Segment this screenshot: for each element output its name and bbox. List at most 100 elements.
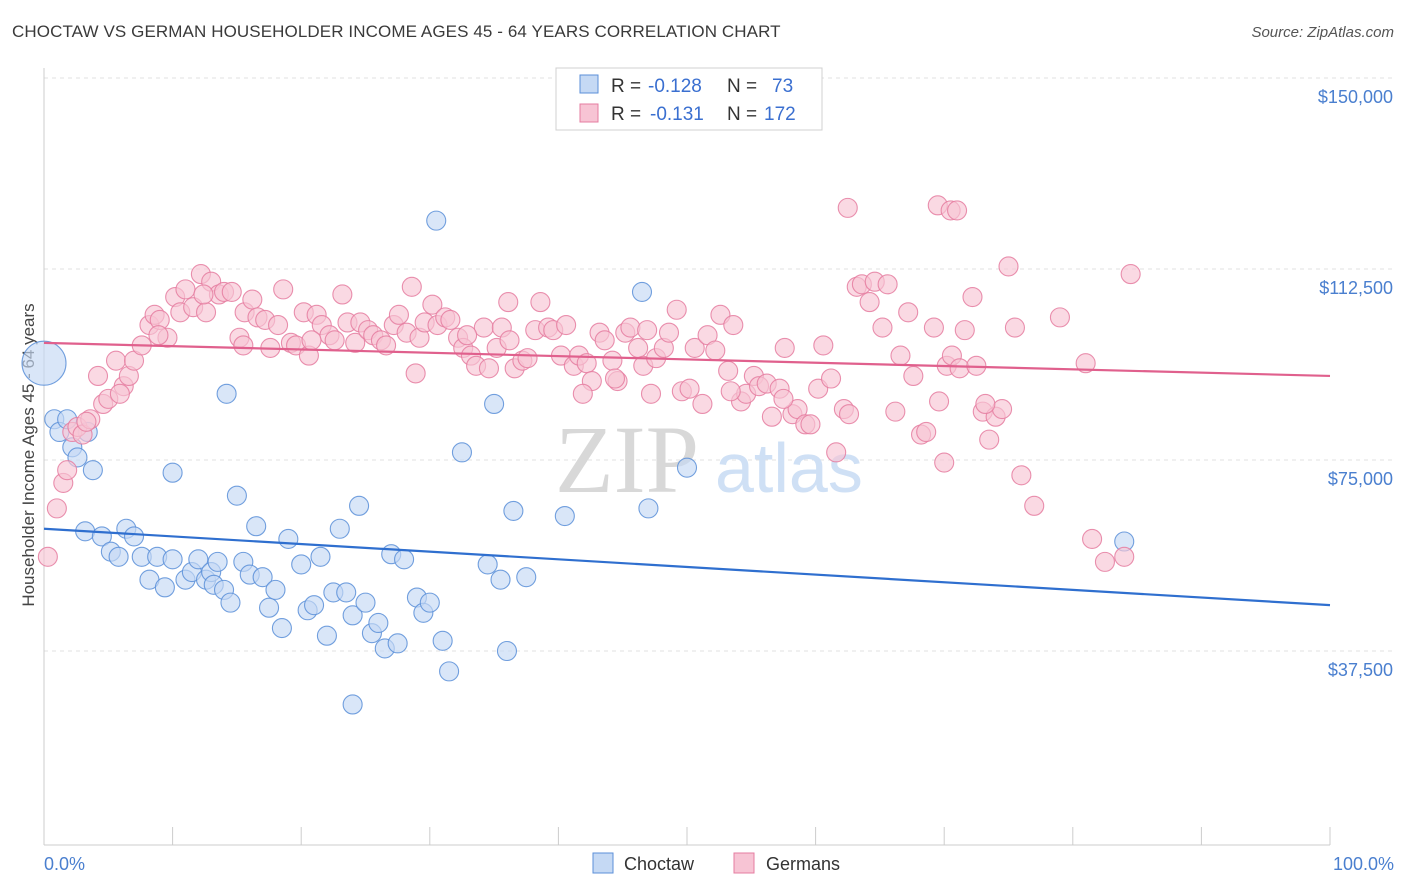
point-germans-115 — [774, 337, 795, 358]
point-germans-88 — [602, 350, 623, 371]
point-germans-175 — [109, 383, 130, 404]
legend-n-value-0: 73 — [772, 76, 793, 97]
point-germans-36 — [268, 314, 289, 336]
point-germans-153 — [1049, 307, 1070, 328]
point-germans-146 — [979, 429, 1000, 450]
point-choctaw-25 — [207, 551, 228, 572]
y-tick-label-1: $112,500 — [1319, 278, 1393, 298]
point-germans-177 — [233, 335, 254, 356]
series-germans — [37, 195, 1141, 572]
point-choctaw-49 — [355, 592, 376, 613]
point-germans-134 — [898, 302, 919, 323]
legend-r-label-0: R = — [611, 76, 641, 97]
point-choctaw-58 — [419, 592, 440, 613]
point-germans-132 — [885, 401, 906, 422]
point-germans-123 — [826, 442, 847, 463]
point-germans-3 — [57, 460, 78, 481]
y-tick-label-0: $150,000 — [1318, 87, 1393, 107]
point-germans-91 — [620, 317, 641, 338]
point-choctaw-60 — [439, 661, 460, 682]
legend-r-value-0: -0.128 — [648, 76, 702, 97]
point-germans-171 — [457, 325, 478, 346]
point-germans-139 — [929, 391, 950, 412]
point-germans-37 — [273, 279, 294, 300]
trend-line-germans — [43, 341, 1331, 378]
point-choctaw-37 — [271, 618, 292, 639]
point-germans-131 — [877, 274, 898, 295]
point-choctaw-65 — [503, 500, 524, 521]
point-germans-149 — [998, 256, 1019, 277]
y-tick-label-2: $75,000 — [1328, 469, 1393, 489]
point-germans-133 — [890, 345, 911, 366]
point-choctaw-74 — [426, 210, 447, 231]
point-choctaw-45 — [329, 518, 350, 539]
point-germans-119 — [800, 414, 821, 435]
bottom-legend-label-germans: Germans — [766, 854, 840, 874]
point-germans-176 — [76, 411, 97, 432]
point-choctaw-17 — [154, 577, 175, 598]
point-choctaw-34 — [252, 567, 273, 588]
point-germans-81 — [556, 314, 577, 336]
point-choctaw-19 — [162, 462, 183, 483]
point-choctaw-66 — [516, 567, 537, 588]
point-germans-46 — [332, 284, 353, 305]
point-germans-166 — [773, 388, 794, 409]
trend-line-choctaw — [43, 527, 1331, 607]
point-germans-1 — [46, 498, 67, 519]
point-germans-121 — [813, 335, 834, 356]
point-germans-60 — [422, 294, 443, 315]
point-germans-178 — [405, 363, 426, 384]
point-germans-173 — [193, 284, 214, 305]
watermark-atlas: atlas — [715, 429, 863, 507]
point-germans-167 — [720, 381, 741, 402]
point-germans-144 — [962, 286, 983, 308]
point-choctaw-61 — [451, 442, 473, 463]
legend-r-label-1: R = — [611, 104, 641, 125]
point-choctaw-47 — [342, 605, 363, 626]
point-germans-57 — [401, 276, 422, 297]
point-germans-94 — [640, 383, 662, 404]
point-germans-162 — [837, 197, 858, 218]
legend-swatch-choctaw — [579, 74, 599, 94]
point-choctaw-38 — [278, 528, 299, 549]
bottom-legend-swatch-choctaw — [592, 852, 614, 874]
bottom-legend-swatch-germans — [733, 852, 755, 874]
point-choctaw-69 — [638, 498, 659, 519]
point-choctaw-41 — [304, 595, 325, 616]
watermark: ZIP atlas — [555, 406, 863, 513]
point-germans-143 — [954, 320, 975, 341]
point-germans-63 — [440, 309, 461, 330]
point-germans-32 — [242, 289, 263, 310]
point-germans-154 — [1075, 353, 1096, 374]
series-legend: Choctaw Germans — [592, 852, 840, 874]
point-choctaw-51 — [368, 612, 389, 634]
point-germans-163 — [934, 452, 955, 473]
point-choctaw-54 — [387, 633, 408, 654]
x-tick-left: 0.0% — [44, 854, 85, 874]
point-choctaw-67 — [554, 505, 575, 527]
y-tick-label-3: $37,500 — [1328, 660, 1393, 680]
point-germans-22 — [175, 279, 196, 300]
point-choctaw-62 — [477, 554, 498, 575]
point-germans-72 — [499, 330, 520, 351]
point-germans-179 — [637, 320, 658, 341]
point-choctaw-59 — [432, 630, 453, 651]
point-germans-138 — [923, 317, 944, 338]
point-germans-172 — [301, 330, 322, 351]
point-choctaw-18 — [162, 549, 183, 570]
x-tick-labels: 0.0% 100.0% — [44, 854, 1394, 874]
point-choctaw-48 — [349, 495, 370, 516]
legend-n-label-1: N = — [727, 104, 757, 125]
stats-legend-box — [555, 67, 823, 131]
point-germans-101 — [684, 337, 705, 358]
legend-r-value-1: -0.131 — [650, 104, 704, 125]
point-germans-151 — [1011, 465, 1032, 486]
legend-swatch-germans — [579, 103, 599, 123]
point-choctaw-63 — [484, 393, 505, 415]
point-germans-25 — [195, 302, 217, 323]
point-choctaw-55 — [394, 549, 415, 570]
point-choctaw-72 — [342, 694, 363, 715]
legend-n-label-0: N = — [727, 76, 757, 97]
source-label: Source: ZipAtlas.com — [1251, 24, 1394, 41]
